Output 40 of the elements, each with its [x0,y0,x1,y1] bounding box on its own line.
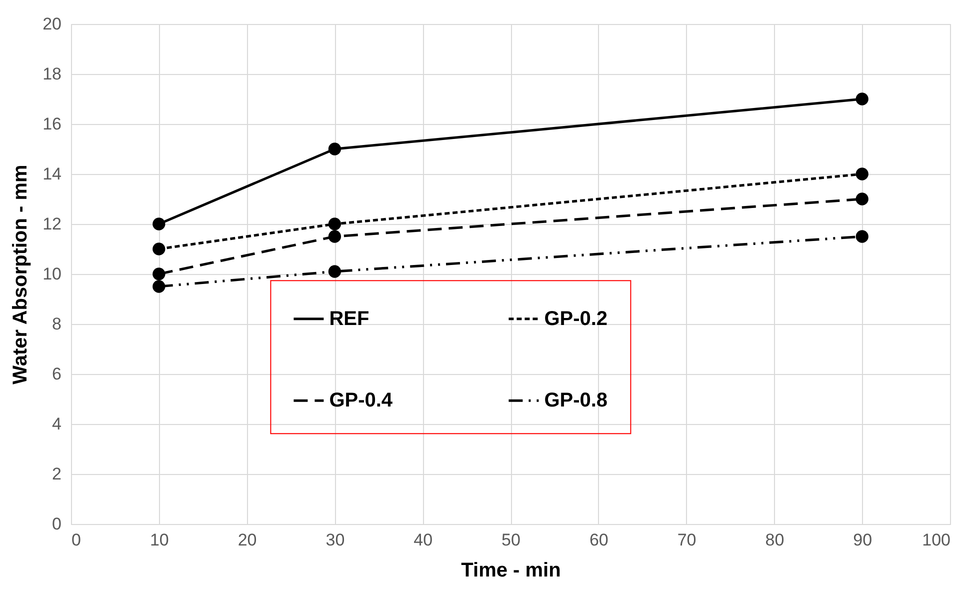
legend-label: GP-0.8 [544,390,608,412]
x-tick-label: 60 [589,530,608,550]
point [152,242,166,256]
legend-label: REF [329,308,370,330]
point [856,168,868,180]
y-tick-label: 20 [42,14,62,34]
x-axis-title: Time - min [461,560,561,582]
x-tick-label: 80 [765,530,784,550]
point [856,230,868,243]
x-tick-label: 40 [414,530,433,550]
x-tick-label: 50 [502,530,520,550]
y-tick-label: 12 [42,214,62,234]
y-tick-label: 2 [52,464,62,484]
x-tick-label: 0 [72,530,81,550]
point [856,92,868,106]
x-tick-label: 30 [326,530,345,550]
point [152,218,166,230]
point [152,280,166,293]
point [856,192,868,206]
point [328,265,342,278]
y-tick-label: 4 [52,414,62,434]
legend-label: GP-0.2 [544,308,608,330]
x-tick-label: 20 [238,530,257,550]
y-tick-label: 0 [52,514,62,534]
x-tick-label: 10 [150,530,169,550]
y-tick-label: 16 [42,114,62,134]
point [328,142,342,156]
y-tick-label: 18 [42,64,62,84]
x-tick-label: 70 [677,530,696,550]
legend-label: GP-0.4 [329,390,394,412]
x-tick-label: 90 [853,530,872,550]
y-tick-label: 14 [42,164,62,184]
x-tick-label: 100 [922,530,950,550]
point [152,268,166,280]
y-tick-label: 6 [52,364,62,384]
y-axis-title: Water Absorption - mm [10,164,32,384]
point [328,230,342,243]
y-tick-label: 8 [52,314,62,334]
point [328,218,342,230]
y-tick-label: 10 [42,264,62,284]
